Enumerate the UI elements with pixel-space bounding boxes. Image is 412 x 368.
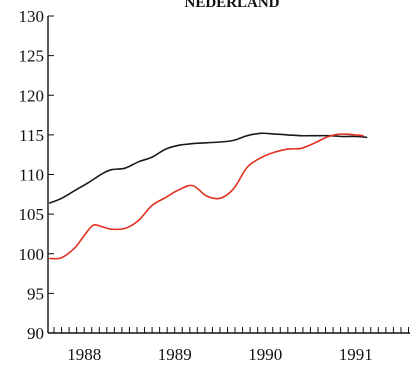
y-tick-label: 110 [19,166,44,185]
y-tick-label: 100 [19,245,45,264]
series-line-2 [49,133,364,260]
y-axis: 90 95 100 105 110 115 120 125 130 [19,7,54,343]
x-tick-label: 1990 [248,345,282,364]
x-tick-label: 1991 [339,345,373,364]
y-tick-label: 125 [19,47,45,66]
y-tick-label: 95 [27,284,44,303]
x-tick-label: 1988 [67,345,101,364]
y-tick-label: 115 [19,126,44,145]
y-tick-label: 105 [19,205,45,224]
y-tick-label: 120 [19,86,45,105]
y-tick-label: 130 [19,7,45,26]
y-tick-label: 90 [27,324,44,343]
plot-area [49,132,368,260]
x-tick-label: 1989 [158,345,192,364]
x-axis: 1988 1989 1990 1991 [48,327,410,364]
series-line-1 [49,132,368,204]
chart-title: NEDERLAND [184,0,279,11]
